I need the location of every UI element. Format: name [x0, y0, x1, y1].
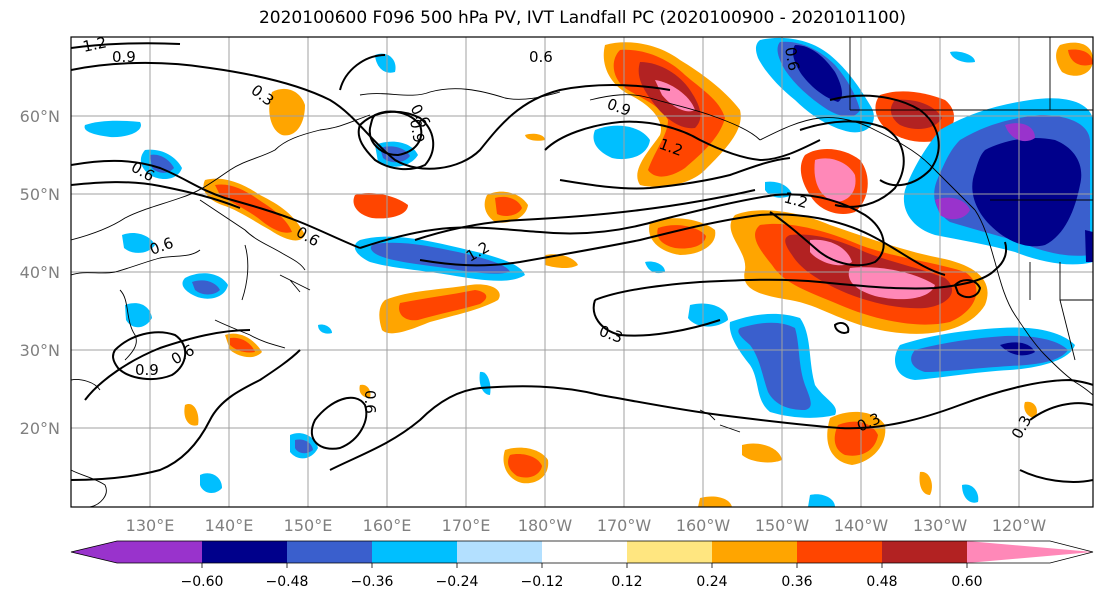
colorbar-extend-high: [967, 541, 1093, 563]
colorbar-swatch: [287, 541, 372, 563]
figure-title: 2020100600 F096 500 hPa PV, IVT Landfall…: [258, 8, 906, 28]
contour-label: 0.6: [361, 390, 379, 414]
lat-label: 30°N: [20, 341, 60, 360]
map-frame: [70, 36, 1094, 508]
colorbar: −0.60 −0.48 −0.36 −0.24 −0.12 0.12 0.24 …: [70, 540, 1094, 590]
lon-label: 160°W: [676, 516, 731, 535]
colorbar-swatch: [117, 541, 202, 563]
contour-label: 1.2: [782, 188, 810, 212]
colorbar-swatch: [712, 541, 797, 563]
lon-label: 140°E: [205, 516, 254, 535]
latitude-labels: 60°N 50°N 40°N 30°N 20°N: [20, 107, 60, 438]
colorbar-tick-label: −0.24: [436, 574, 479, 590]
colorbar-tick-label: 0.12: [611, 574, 642, 590]
colorbar-tick-label: −0.12: [521, 574, 564, 590]
lat-label: 50°N: [20, 185, 60, 204]
lon-label: 150°E: [284, 516, 333, 535]
colorbar-tick-label: −0.48: [266, 574, 309, 590]
lon-label: 180°W: [518, 516, 573, 535]
lon-label: 170°E: [442, 516, 491, 535]
lon-label: 120°W: [992, 516, 1047, 535]
colorbar-tick-label: 0.24: [696, 574, 727, 590]
colorbar-swatch: [202, 541, 287, 563]
lat-label: 20°N: [20, 419, 60, 438]
contour-label: 0.9: [112, 48, 136, 66]
lat-label: 40°N: [20, 263, 60, 282]
colorbar-tick-label: 0.36: [781, 574, 812, 590]
colorbar-swatch: [372, 541, 457, 563]
lat-label: 60°N: [20, 107, 60, 126]
contour-label: 0.6: [529, 48, 553, 66]
pv-contours: [71, 42, 1093, 483]
colorbar-swatch: [542, 541, 627, 563]
colorbar-swatch: [797, 541, 882, 563]
colorbar-tick-label: −0.36: [351, 574, 394, 590]
colorbar-tick-label: 0.60: [951, 574, 982, 590]
colorbar-extend-low: [71, 541, 117, 563]
lon-label: 130°W: [913, 516, 968, 535]
colorbar-tick-label: −0.60: [181, 574, 224, 590]
colorbar-swatch: [627, 541, 712, 563]
coastlines: [71, 37, 1093, 507]
colorbar-tick-label: 0.48: [866, 574, 897, 590]
lon-label: 170°W: [597, 516, 652, 535]
lon-label: 130°E: [126, 516, 175, 535]
graticule: [71, 37, 1093, 507]
longitude-labels: 130°E 140°E 150°E 160°E 170°E 180°W 170°…: [126, 516, 1047, 535]
lon-label: 150°W: [755, 516, 810, 535]
lon-label: 140°W: [834, 516, 889, 535]
colorbar-swatch: [882, 541, 967, 563]
lon-label: 160°E: [363, 516, 412, 535]
colorbar-swatch: [457, 541, 542, 563]
contour-label: 0.9: [135, 361, 159, 379]
contour-label: 1.2: [81, 33, 108, 56]
contour-label: 0.9: [406, 118, 428, 145]
contour-label: 0.6: [781, 46, 803, 73]
